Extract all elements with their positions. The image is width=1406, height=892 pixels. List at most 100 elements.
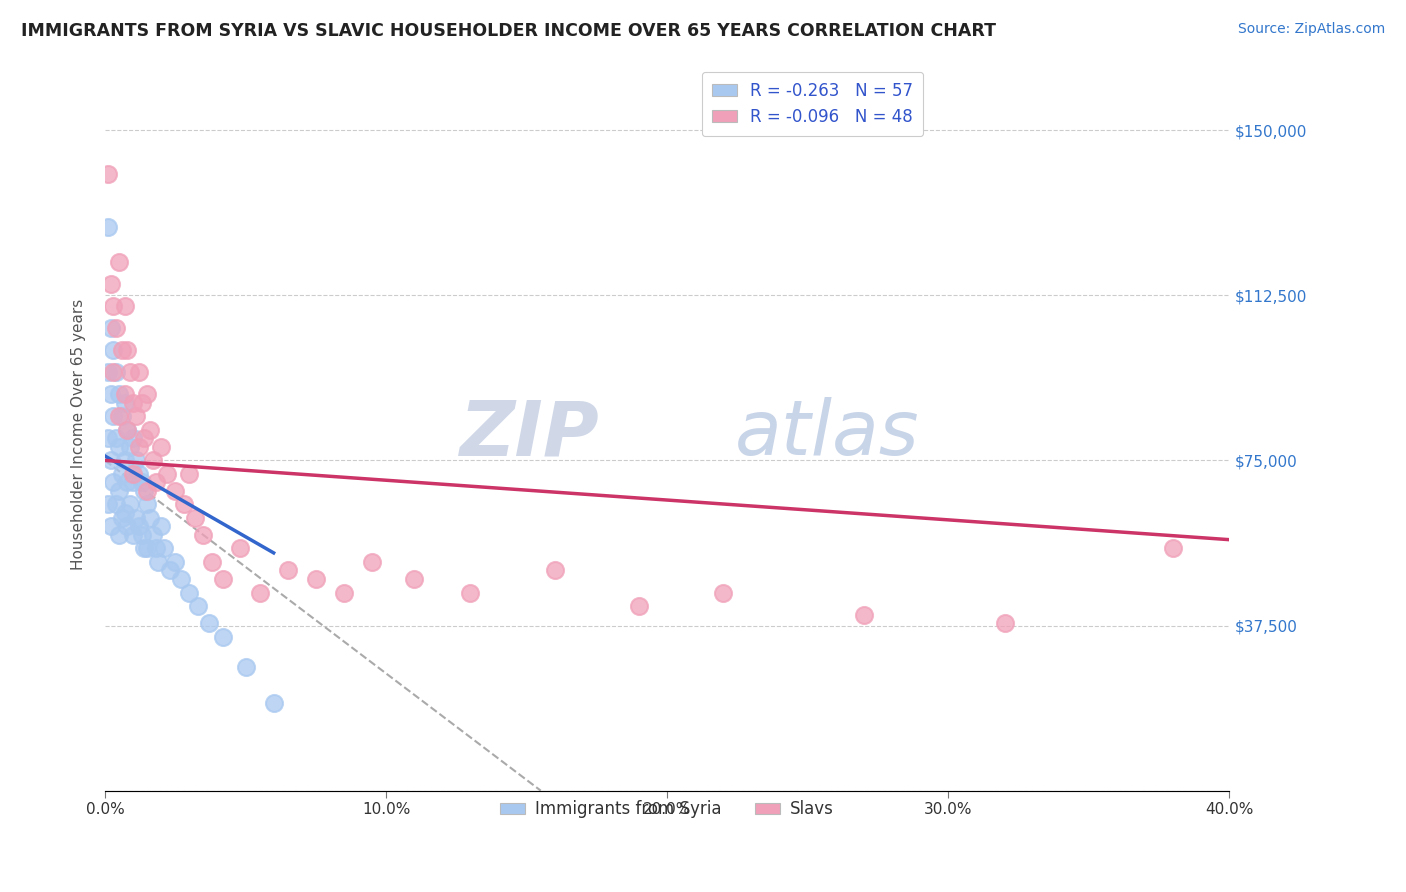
Point (142, 453, 165, 467)
Point (201, 555, 224, 569)
Point (97, 365, 120, 379)
Point (212, 630, 235, 644)
Point (305, 572, 328, 586)
Point (97, 220, 120, 235)
Text: Source: ZipAtlas.com: Source: ZipAtlas.com (1237, 22, 1385, 37)
Point (100, 321, 122, 335)
Point (193, 528, 215, 542)
Point (122, 432, 145, 446)
Point (173, 498, 195, 512)
Point (108, 255, 131, 269)
Point (125, 409, 148, 424)
Point (122, 467, 145, 481)
Point (128, 440, 150, 454)
Point (142, 528, 165, 542)
Point (100, 519, 122, 533)
Point (131, 475, 153, 490)
Point (111, 467, 134, 481)
Point (139, 423, 162, 437)
Point (117, 343, 139, 358)
Point (100, 453, 122, 467)
Point (136, 498, 159, 512)
Text: IMMIGRANTS FROM SYRIA VS SLAVIC HOUSEHOLDER INCOME OVER 65 YEARS CORRELATION CHA: IMMIGRANTS FROM SYRIA VS SLAVIC HOUSEHOL… (21, 22, 995, 40)
Point (120, 440, 142, 454)
Point (134, 541, 156, 556)
Point (136, 387, 159, 401)
Point (120, 498, 142, 512)
Point (150, 440, 173, 454)
Point (117, 423, 139, 437)
Point (108, 528, 131, 542)
Point (235, 660, 257, 674)
Point (1161, 541, 1184, 556)
Point (105, 365, 128, 379)
Point (105, 432, 128, 446)
Point (111, 510, 134, 524)
Point (103, 299, 125, 313)
Point (103, 343, 125, 358)
Legend: Immigrants from Syria, Slavs: Immigrants from Syria, Slavs (494, 794, 841, 825)
Point (229, 541, 252, 556)
Point (713, 585, 735, 599)
Point (361, 555, 384, 569)
Point (165, 484, 187, 499)
Point (103, 409, 125, 424)
Point (108, 440, 131, 454)
Point (852, 607, 875, 622)
Point (131, 528, 153, 542)
Point (145, 475, 167, 490)
Point (333, 585, 356, 599)
Point (263, 696, 285, 710)
Point (105, 498, 128, 512)
Point (145, 541, 167, 556)
Point (404, 572, 426, 586)
Point (103, 475, 125, 490)
Point (108, 409, 131, 424)
Point (628, 599, 651, 613)
Y-axis label: Householder Income Over 65 years: Householder Income Over 65 years (72, 299, 86, 570)
Point (134, 484, 156, 499)
Point (122, 475, 145, 490)
Point (134, 432, 156, 446)
Point (125, 510, 148, 524)
Point (198, 616, 221, 631)
Point (249, 585, 271, 599)
Point (179, 467, 201, 481)
Point (150, 519, 173, 533)
Point (277, 564, 299, 578)
Point (165, 555, 187, 569)
Point (108, 387, 131, 401)
Point (111, 343, 134, 358)
Point (114, 453, 136, 467)
Point (544, 564, 567, 578)
Point (156, 467, 179, 481)
Point (136, 484, 159, 499)
Point (128, 365, 150, 379)
Point (139, 510, 162, 524)
Point (103, 365, 125, 379)
Point (212, 572, 235, 586)
Point (125, 453, 148, 467)
Point (114, 299, 136, 313)
Point (108, 484, 131, 499)
Point (100, 277, 122, 292)
Point (184, 510, 207, 524)
Point (993, 616, 1015, 631)
Text: atlas: atlas (735, 397, 920, 471)
Point (114, 387, 136, 401)
Text: ZIP: ZIP (460, 397, 600, 471)
Point (111, 409, 134, 424)
Point (117, 423, 139, 437)
Point (122, 396, 145, 410)
Point (136, 541, 159, 556)
Point (131, 396, 153, 410)
Point (179, 585, 201, 599)
Point (170, 572, 193, 586)
Point (105, 321, 128, 335)
Point (122, 528, 145, 542)
Point (114, 396, 136, 410)
Point (97, 432, 120, 446)
Point (159, 564, 181, 578)
Point (117, 475, 139, 490)
Point (120, 365, 142, 379)
